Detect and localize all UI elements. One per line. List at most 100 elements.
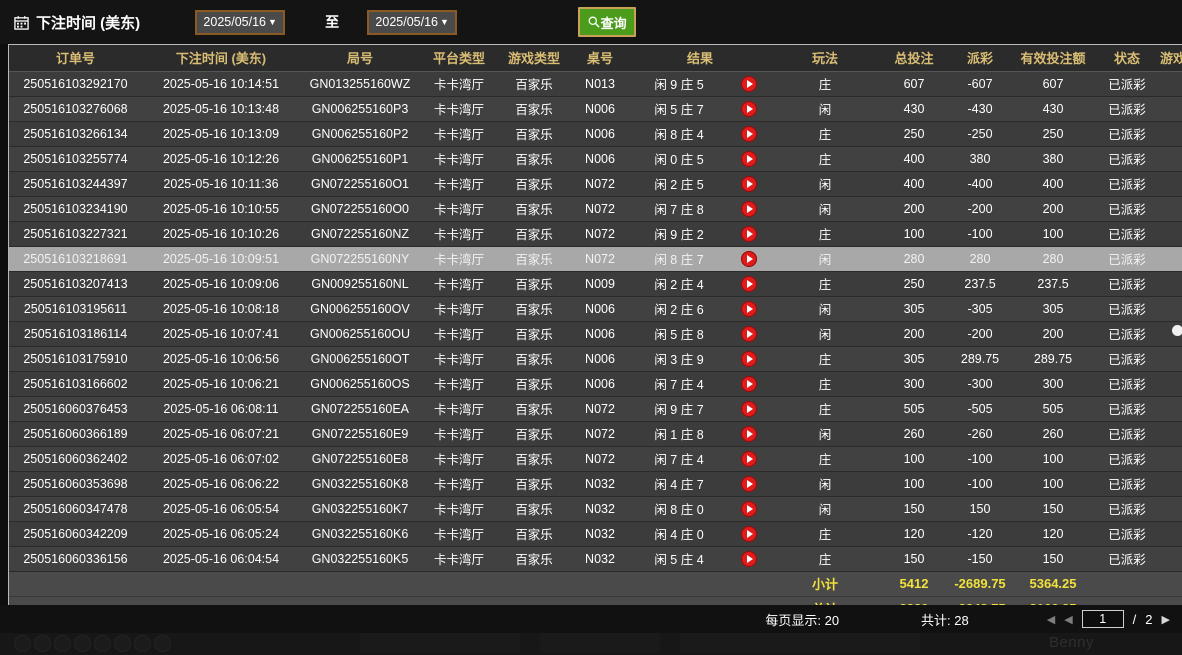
cell-total-bet: 607 [880, 71, 949, 97]
table-row[interactable]: 250516103195611 2025-05-16 10:08:18 GN0062… [9, 296, 1182, 322]
next-page-button[interactable]: ▶ [1161, 613, 1170, 626]
cell-platform-type: 卡卡湾厅 [420, 221, 498, 247]
header-game-type[interactable]: 游戏类型 [498, 45, 570, 72]
cell-order-no: 250516060376453 [9, 396, 142, 422]
cell-order-no: 250516060336156 [9, 546, 142, 572]
table-row[interactable]: 250516103292170 2025-05-16 10:14:51 GN0132… [9, 71, 1182, 97]
table-row[interactable]: 250516103218691 2025-05-16 10:09:51 GN0722… [9, 246, 1182, 272]
cell-game-mode: - [1160, 421, 1182, 447]
cell-bet-time: 2025-05-16 10:07:41 [142, 321, 300, 347]
table-row[interactable]: 250516103227321 2025-05-16 10:10:26 GN0722… [9, 221, 1182, 247]
cell-play-type: 闲 [770, 421, 881, 447]
cell-total-bet: 200 [880, 196, 949, 222]
page-number-input[interactable]: 1 [1081, 610, 1124, 628]
first-page-button[interactable]: ◀ [1046, 613, 1056, 626]
header-payout[interactable]: 派彩 [948, 45, 1013, 72]
table-row[interactable]: 250516103175910 2025-05-16 10:06:56 GN0062… [9, 346, 1182, 372]
query-button[interactable]: 查询 [578, 7, 637, 37]
play-replay-icon[interactable] [741, 350, 757, 367]
cell-bet-time: 2025-05-16 10:11:36 [142, 171, 300, 197]
table-row[interactable]: 250516103276068 2025-05-16 10:13:48 GN0062… [9, 96, 1182, 122]
play-replay-icon[interactable] [741, 125, 757, 142]
header-order-no[interactable]: 订单号 [9, 45, 142, 72]
table-row[interactable]: 250516103207413 2025-05-16 10:09:06 GN0092… [9, 271, 1182, 297]
play-replay-icon[interactable] [741, 325, 757, 342]
cell-table-no: N072 [570, 446, 630, 472]
play-replay-icon[interactable] [741, 275, 757, 292]
table-row[interactable]: 250516103166602 2025-05-16 10:06:21 GN0062… [9, 371, 1182, 397]
cell-play-type: 庄 [770, 221, 881, 247]
cell-valid-bet: 305 [1012, 296, 1095, 322]
table-row[interactable]: 250516060342209 2025-05-16 06:05:24 GN0322… [9, 521, 1182, 547]
date-from-select[interactable]: 2025/05/16 ▼ [195, 9, 286, 35]
play-replay-icon[interactable] [741, 425, 757, 442]
cell-valid-bet: 120 [1012, 521, 1095, 547]
header-platform-type[interactable]: 平台类型 [420, 45, 498, 72]
chevron-down-icon: ▼ [267, 16, 277, 27]
cell-valid-bet: 100 [1012, 446, 1095, 472]
cell-replay [728, 546, 771, 572]
play-replay-icon[interactable] [741, 250, 757, 267]
header-total-bet[interactable]: 总投注 [880, 45, 949, 72]
table-row[interactable]: 250516103244397 2025-05-16 10:11:36 GN0722… [9, 171, 1182, 197]
cell-replay [728, 196, 771, 222]
play-replay-icon[interactable] [741, 225, 757, 242]
table-row[interactable]: 250516060376453 2025-05-16 06:08:11 GN0722… [9, 396, 1182, 422]
table-row[interactable]: 250516060336156 2025-05-16 06:04:54 GN0322… [9, 546, 1182, 572]
play-replay-icon[interactable] [741, 500, 757, 517]
cell-round-no: GN032255160K6 [300, 521, 420, 547]
play-replay-icon[interactable] [741, 450, 757, 467]
cell-round-no: GN006255160P2 [300, 121, 420, 147]
play-replay-icon[interactable] [741, 150, 757, 167]
cell-table-no: N013 [570, 71, 630, 97]
play-replay-icon[interactable] [741, 375, 757, 392]
table-row[interactable]: 250516103234190 2025-05-16 10:10:55 GN0722… [9, 196, 1182, 222]
play-replay-icon[interactable] [741, 75, 757, 92]
cell-payout: -300 [948, 371, 1013, 397]
play-replay-icon[interactable] [741, 100, 757, 117]
cell-play-type: 闲 [770, 471, 881, 497]
header-round-no[interactable]: 局号 [300, 45, 420, 72]
cell-game-type: 百家乐 [498, 546, 570, 572]
table-row[interactable]: 250516103255774 2025-05-16 10:12:26 GN0062… [9, 146, 1182, 172]
table-row[interactable]: 250516103186114 2025-05-16 10:07:41 GN0062… [9, 321, 1182, 347]
play-replay-icon[interactable] [741, 175, 757, 192]
cell-order-no: 250516060366189 [9, 421, 142, 447]
table-row[interactable]: 250516060353698 2025-05-16 06:06:22 GN0322… [9, 471, 1182, 497]
play-replay-icon[interactable] [741, 400, 757, 417]
bet-records-table: 订单号 下注时间 (美东) 局号 平台类型 游戏类型 桌号 结果 玩法 总投注 … [9, 45, 1182, 622]
play-replay-icon[interactable] [741, 550, 757, 567]
header-game-mode[interactable]: 游戏模式 [1160, 45, 1182, 72]
header-play-type[interactable]: 玩法 [770, 45, 881, 72]
play-replay-icon[interactable] [741, 475, 757, 492]
play-replay-icon[interactable] [741, 200, 757, 217]
cell-table-no: N006 [570, 296, 630, 322]
table-row[interactable]: 250516060366189 2025-05-16 06:07:21 GN0722… [9, 421, 1182, 447]
table-row[interactable]: 250516060362402 2025-05-16 06:07:02 GN0722… [9, 446, 1182, 472]
play-replay-icon[interactable] [741, 525, 757, 542]
date-to-select[interactable]: 2025/05/16 ▼ [367, 9, 458, 35]
header-valid-bet[interactable]: 有效投注额 [1012, 45, 1095, 72]
play-replay-icon[interactable] [741, 300, 757, 317]
cell-round-no: GN032255160K7 [300, 496, 420, 522]
header-bet-time[interactable]: 下注时间 (美东) [142, 45, 300, 72]
cell-valid-bet: 260 [1012, 421, 1095, 447]
header-result[interactable]: 结果 [630, 45, 771, 72]
table-row[interactable]: 250516103266134 2025-05-16 10:13:09 GN0062… [9, 121, 1182, 147]
cell-order-no: 250516103175910 [9, 346, 142, 372]
table-header-row: 订单号 下注时间 (美东) 局号 平台类型 游戏类型 桌号 结果 玩法 总投注 … [9, 45, 1182, 72]
header-status[interactable]: 状态 [1094, 45, 1161, 72]
cell-result: 闲 5 庄 8 [630, 321, 728, 347]
page-separator: / [1132, 611, 1137, 627]
table-row[interactable]: 250516060347478 2025-05-16 06:05:54 GN0322… [9, 496, 1182, 522]
cell-result: 闲 1 庄 8 [630, 421, 728, 447]
prev-page-button[interactable]: ◀ [1064, 613, 1073, 626]
bet-records-panel: 订单号 下注时间 (美东) 局号 平台类型 游戏类型 桌号 结果 玩法 总投注 … [8, 44, 1182, 627]
cell-game-mode: - [1160, 546, 1182, 572]
header-table-no[interactable]: 桌号 [570, 45, 630, 72]
cell-game-type: 百家乐 [498, 171, 570, 197]
cell-payout: -430 [948, 96, 1013, 122]
cell-game-type: 百家乐 [498, 471, 570, 497]
cell-status: 已派彩 [1094, 71, 1161, 97]
cell-result: 闲 2 庄 4 [630, 271, 728, 297]
